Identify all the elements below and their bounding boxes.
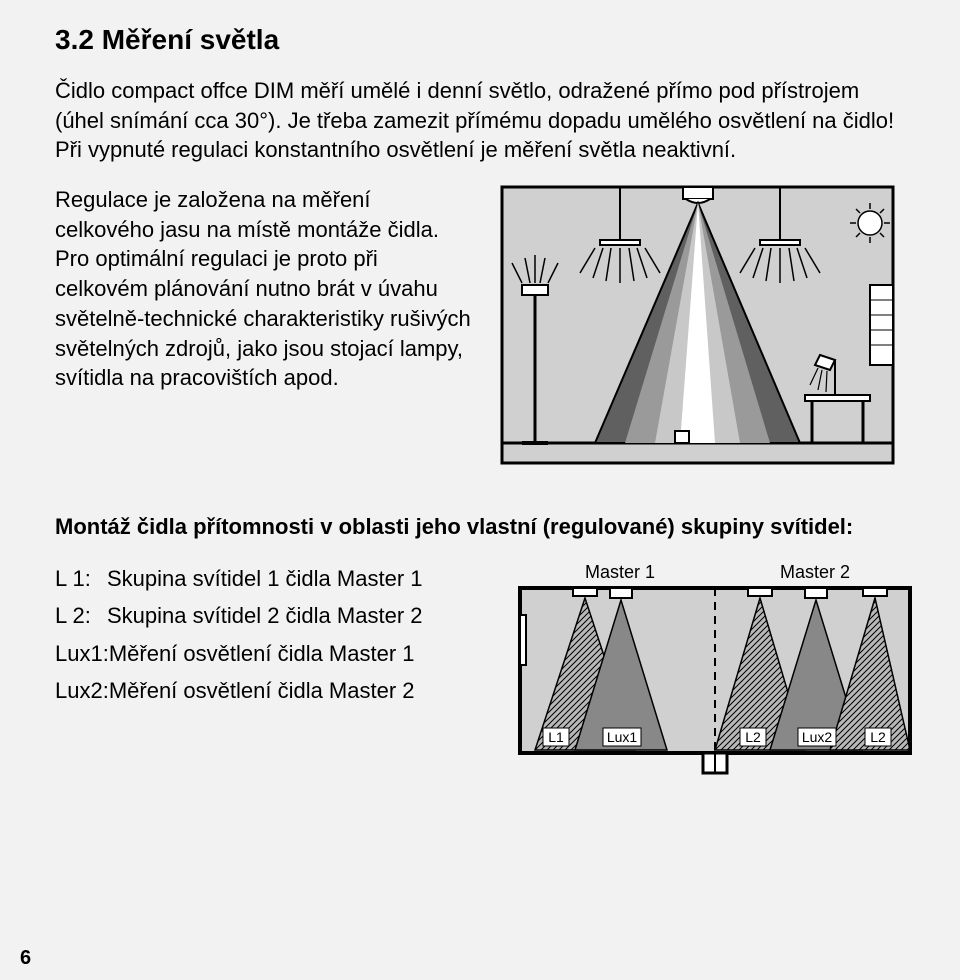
- section-number: 3.2: [55, 24, 94, 55]
- label-l2: L2: [745, 729, 761, 745]
- sensor-room-diagram: [500, 185, 895, 465]
- subtitle: Montáž čidla přítomnosti v oblasti jeho …: [55, 512, 905, 542]
- legend-text: Měření osvětlení čidla Master 2: [109, 672, 415, 709]
- page-number: 6: [20, 947, 31, 970]
- section-title: 3.2 Měření světla: [55, 24, 905, 56]
- lighting-groups-diagram: Master 1 Master 2: [515, 560, 915, 790]
- legend-text: Skupina svítidel 1 čidla Master 1: [107, 560, 423, 597]
- label-lux2: Lux2: [802, 729, 833, 745]
- legend-row: Lux1: Měření osvětlení čidla Master 1: [55, 635, 485, 672]
- diagram1-column: [500, 185, 905, 470]
- body-paragraph: Regulace je založena na měření celkového…: [55, 185, 475, 393]
- legend-key: Lux1:: [55, 635, 109, 672]
- label-master1: Master 1: [585, 562, 655, 582]
- label-l1: L1: [548, 729, 564, 745]
- section-name: Měření světla: [102, 24, 279, 55]
- diagram2-column: Master 1 Master 2: [515, 560, 915, 795]
- legend-key: L 2:: [55, 597, 107, 634]
- legend-key: Lux2:: [55, 672, 109, 709]
- legend-text: Měření osvětlení čidla Master 1: [109, 635, 415, 672]
- intro-paragraph: Čidlo compact offce DIM měří umělé i den…: [55, 76, 905, 165]
- body-text-column: Regulace je založena na měření celkového…: [55, 185, 475, 470]
- legend-list: L 1: Skupina svítidel 1 čidla Master 1L …: [55, 560, 485, 795]
- legend-key: L 1:: [55, 560, 107, 597]
- label-lux1: Lux1: [607, 729, 638, 745]
- legend-text: Skupina svítidel 2 čidla Master 2: [107, 597, 423, 634]
- legend-row: L 2: Skupina svítidel 2 čidla Master 2: [55, 597, 485, 634]
- legend-row: Lux2: Měření osvětlení čidla Master 2: [55, 672, 485, 709]
- label-master2: Master 2: [780, 562, 850, 582]
- legend-row: L 1: Skupina svítidel 1 čidla Master 1: [55, 560, 485, 597]
- label-l2b: L2: [870, 729, 886, 745]
